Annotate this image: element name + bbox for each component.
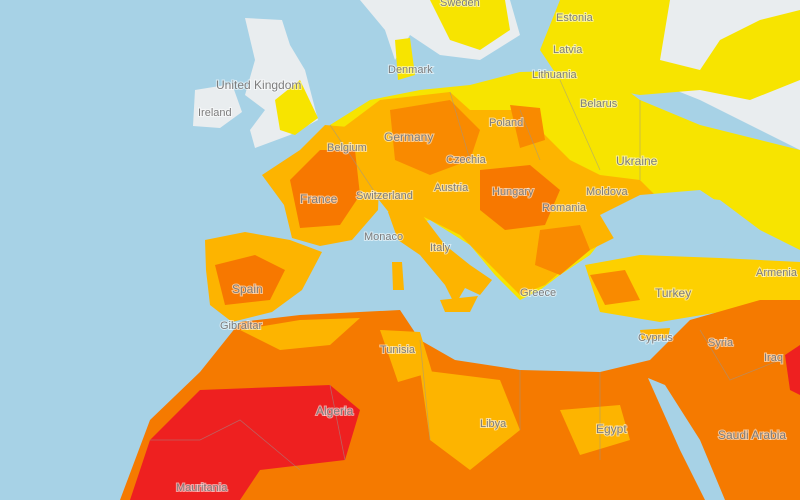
label: Sweden	[440, 0, 480, 9]
heat-orange-yellow	[420, 370, 520, 470]
label: Hungary	[492, 186, 534, 198]
black-sea	[600, 190, 745, 262]
label: Syria	[708, 337, 734, 349]
heat-orange	[480, 165, 560, 230]
heat-orange-yellow	[388, 212, 492, 305]
label: Iraq	[764, 352, 783, 364]
red-sea	[648, 378, 725, 500]
label: Belarus	[580, 98, 618, 110]
label: Estonia	[556, 12, 594, 24]
label: Lithuania	[532, 69, 578, 81]
heat-orange	[215, 255, 285, 305]
heat-yellow	[395, 38, 415, 80]
label: Mauritania	[176, 482, 228, 494]
heat-orange-yellow	[560, 405, 630, 455]
label: Egypt	[596, 422, 627, 436]
label: Italy	[430, 242, 451, 254]
heat-yellow	[430, 0, 510, 50]
label: Moldova	[586, 186, 628, 198]
heat-orange-yellow	[380, 330, 432, 382]
border	[150, 329, 781, 471]
label: Romania	[542, 202, 587, 214]
heat-red	[130, 385, 360, 500]
heat-red	[785, 345, 800, 395]
label: Germany	[384, 130, 433, 144]
heat-yellow	[275, 80, 318, 135]
label: Denmark	[388, 64, 433, 76]
heat-orange-yellow	[392, 262, 404, 290]
label: Greece	[520, 287, 556, 299]
label: Monaco	[364, 231, 403, 243]
label: Ukraine	[616, 154, 658, 168]
label: Poland	[489, 117, 523, 129]
land-cyprus	[640, 328, 670, 340]
label: Belgium	[327, 142, 367, 154]
label: United Kingdom	[216, 78, 301, 92]
label: Latvia	[553, 44, 583, 56]
heat-orange	[535, 225, 590, 275]
label: Algeria	[316, 404, 354, 418]
label: Switzerland	[356, 190, 413, 202]
label: Ireland	[198, 107, 232, 119]
label: Austria	[434, 182, 469, 194]
label: Armenia	[756, 267, 798, 279]
heat-orange-yellow	[440, 296, 478, 312]
label: Spain	[232, 282, 263, 296]
label: France	[300, 192, 338, 206]
land-ireland	[193, 84, 242, 128]
label: Libya	[480, 418, 507, 430]
label: Tunisia	[380, 344, 416, 356]
heat-orange	[290, 150, 360, 228]
heat-orange-yellow	[240, 318, 360, 350]
border	[329, 79, 641, 201]
label: Saudi Arabia	[718, 428, 786, 442]
label: Czechia	[446, 154, 487, 166]
label: Gibraltar	[220, 320, 263, 332]
heat-orange	[510, 105, 545, 148]
label: Turkey	[655, 286, 691, 300]
heat-orange	[590, 270, 640, 305]
label: Cyprus	[638, 332, 673, 344]
